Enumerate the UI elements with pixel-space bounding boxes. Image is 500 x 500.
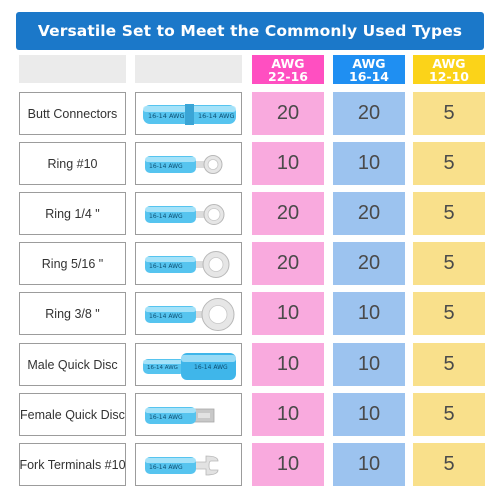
quantity-awg-22-16: 20 bbox=[252, 242, 324, 285]
quantity-awg-16-14: 10 bbox=[333, 292, 405, 335]
column-header-awg-16-14: AWG 16-14 bbox=[333, 55, 405, 84]
terminal-name: Fork Terminals #10 bbox=[19, 443, 126, 486]
quantity-awg-22-16: 10 bbox=[252, 142, 324, 185]
column-header-unit: AWG bbox=[352, 57, 385, 70]
quantity-awg-22-16: 10 bbox=[252, 393, 324, 436]
female-quick-disconnect-icon: 16-14 AWG bbox=[135, 393, 242, 436]
table-row: Fork Terminals #10 16-14 AWG 10 10 5 bbox=[0, 443, 500, 486]
ring-terminal-icon: 16-14 AWG bbox=[135, 292, 242, 335]
column-header-range: 16-14 bbox=[349, 70, 389, 83]
quantity-awg-16-14: 10 bbox=[333, 393, 405, 436]
quantity-awg-16-14: 20 bbox=[333, 242, 405, 285]
quantity-awg-16-14: 10 bbox=[333, 142, 405, 185]
terminal-name: Ring #10 bbox=[19, 142, 126, 185]
quantity-awg-22-16: 20 bbox=[252, 192, 324, 235]
page-title: Versatile Set to Meet the Commonly Used … bbox=[16, 12, 484, 50]
column-header-range: 22-16 bbox=[268, 70, 308, 83]
male-quick-disconnect-icon: 16-14 AWG 16-14 AWG bbox=[135, 343, 242, 386]
terminal-name: Ring 3/8 " bbox=[19, 292, 126, 335]
quantity-awg-12-10: 5 bbox=[413, 292, 485, 335]
quantity-awg-22-16: 10 bbox=[252, 443, 324, 486]
terminal-print: 16-14 AWG bbox=[148, 112, 185, 120]
ring-terminal-icon: 16-14 AWG bbox=[135, 242, 242, 285]
quantity-awg-12-10: 5 bbox=[413, 192, 485, 235]
terminal-print: 16-14 AWG bbox=[194, 364, 228, 371]
quantity-awg-16-14: 20 bbox=[333, 192, 405, 235]
terminal-print: 16-14 AWG bbox=[149, 163, 183, 170]
quantity-awg-12-10: 5 bbox=[413, 242, 485, 285]
terminal-print: 16-14 AWG bbox=[149, 464, 183, 471]
terminal-print: 16-14 AWG bbox=[149, 414, 183, 421]
table-row: Female Quick Disc 16-14 AWG 10 10 5 bbox=[0, 393, 500, 436]
header-blank-image bbox=[135, 55, 242, 83]
quantity-awg-22-16: 20 bbox=[252, 92, 324, 135]
terminal-name: Butt Connectors bbox=[19, 92, 126, 135]
quantity-awg-12-10: 5 bbox=[413, 443, 485, 486]
quantity-awg-12-10: 5 bbox=[413, 343, 485, 386]
terminal-print: 16-14 AWG bbox=[149, 263, 183, 270]
fork-terminal-icon: 16-14 AWG bbox=[135, 443, 242, 486]
header-blank-name bbox=[19, 55, 126, 83]
ring-terminal-icon: 16-14 AWG bbox=[135, 142, 242, 185]
column-header-range: 12-10 bbox=[429, 70, 469, 83]
quantity-awg-12-10: 5 bbox=[413, 92, 485, 135]
quantity-awg-22-16: 10 bbox=[252, 343, 324, 386]
quantity-awg-22-16: 10 bbox=[252, 292, 324, 335]
terminal-print: 16-14 AWG bbox=[147, 365, 178, 371]
terminal-name: Male Quick Disc bbox=[19, 343, 126, 386]
table-row: Ring 5/16 " 16-14 AWG 20 20 5 bbox=[0, 242, 500, 285]
table-row: Ring 1/4 " 16-14 AWG 20 20 5 bbox=[0, 192, 500, 235]
table-row: Ring 3/8 " 16-14 AWG 10 10 5 bbox=[0, 292, 500, 335]
ring-terminal-icon: 16-14 AWG bbox=[135, 192, 242, 235]
quantity-awg-12-10: 5 bbox=[413, 142, 485, 185]
table-row: Butt Connectors 16-14 AWG 16-14 AWG 20 2… bbox=[0, 92, 500, 135]
column-header-awg-22-16: AWG 22-16 bbox=[252, 55, 324, 84]
quantity-awg-16-14: 10 bbox=[333, 343, 405, 386]
column-header-unit: AWG bbox=[432, 57, 465, 70]
table-row: Male Quick Disc 16-14 AWG 16-14 AWG 10 1… bbox=[0, 343, 500, 386]
quantity-awg-16-14: 10 bbox=[333, 443, 405, 486]
column-header-unit: AWG bbox=[271, 57, 304, 70]
terminal-print: 16-14 AWG bbox=[198, 112, 235, 120]
quantity-awg-16-14: 20 bbox=[333, 92, 405, 135]
terminal-name: Ring 1/4 " bbox=[19, 192, 126, 235]
butt-connector-icon: 16-14 AWG 16-14 AWG bbox=[135, 92, 242, 135]
quantity-awg-12-10: 5 bbox=[413, 393, 485, 436]
column-header-awg-12-10: AWG 12-10 bbox=[413, 55, 485, 84]
terminal-name: Female Quick Disc bbox=[19, 393, 126, 436]
table-row: Ring #10 16-14 AWG 10 10 5 bbox=[0, 142, 500, 185]
terminal-print: 16-14 AWG bbox=[149, 313, 183, 320]
terminal-name: Ring 5/16 " bbox=[19, 242, 126, 285]
terminal-print: 16-14 AWG bbox=[149, 213, 183, 220]
